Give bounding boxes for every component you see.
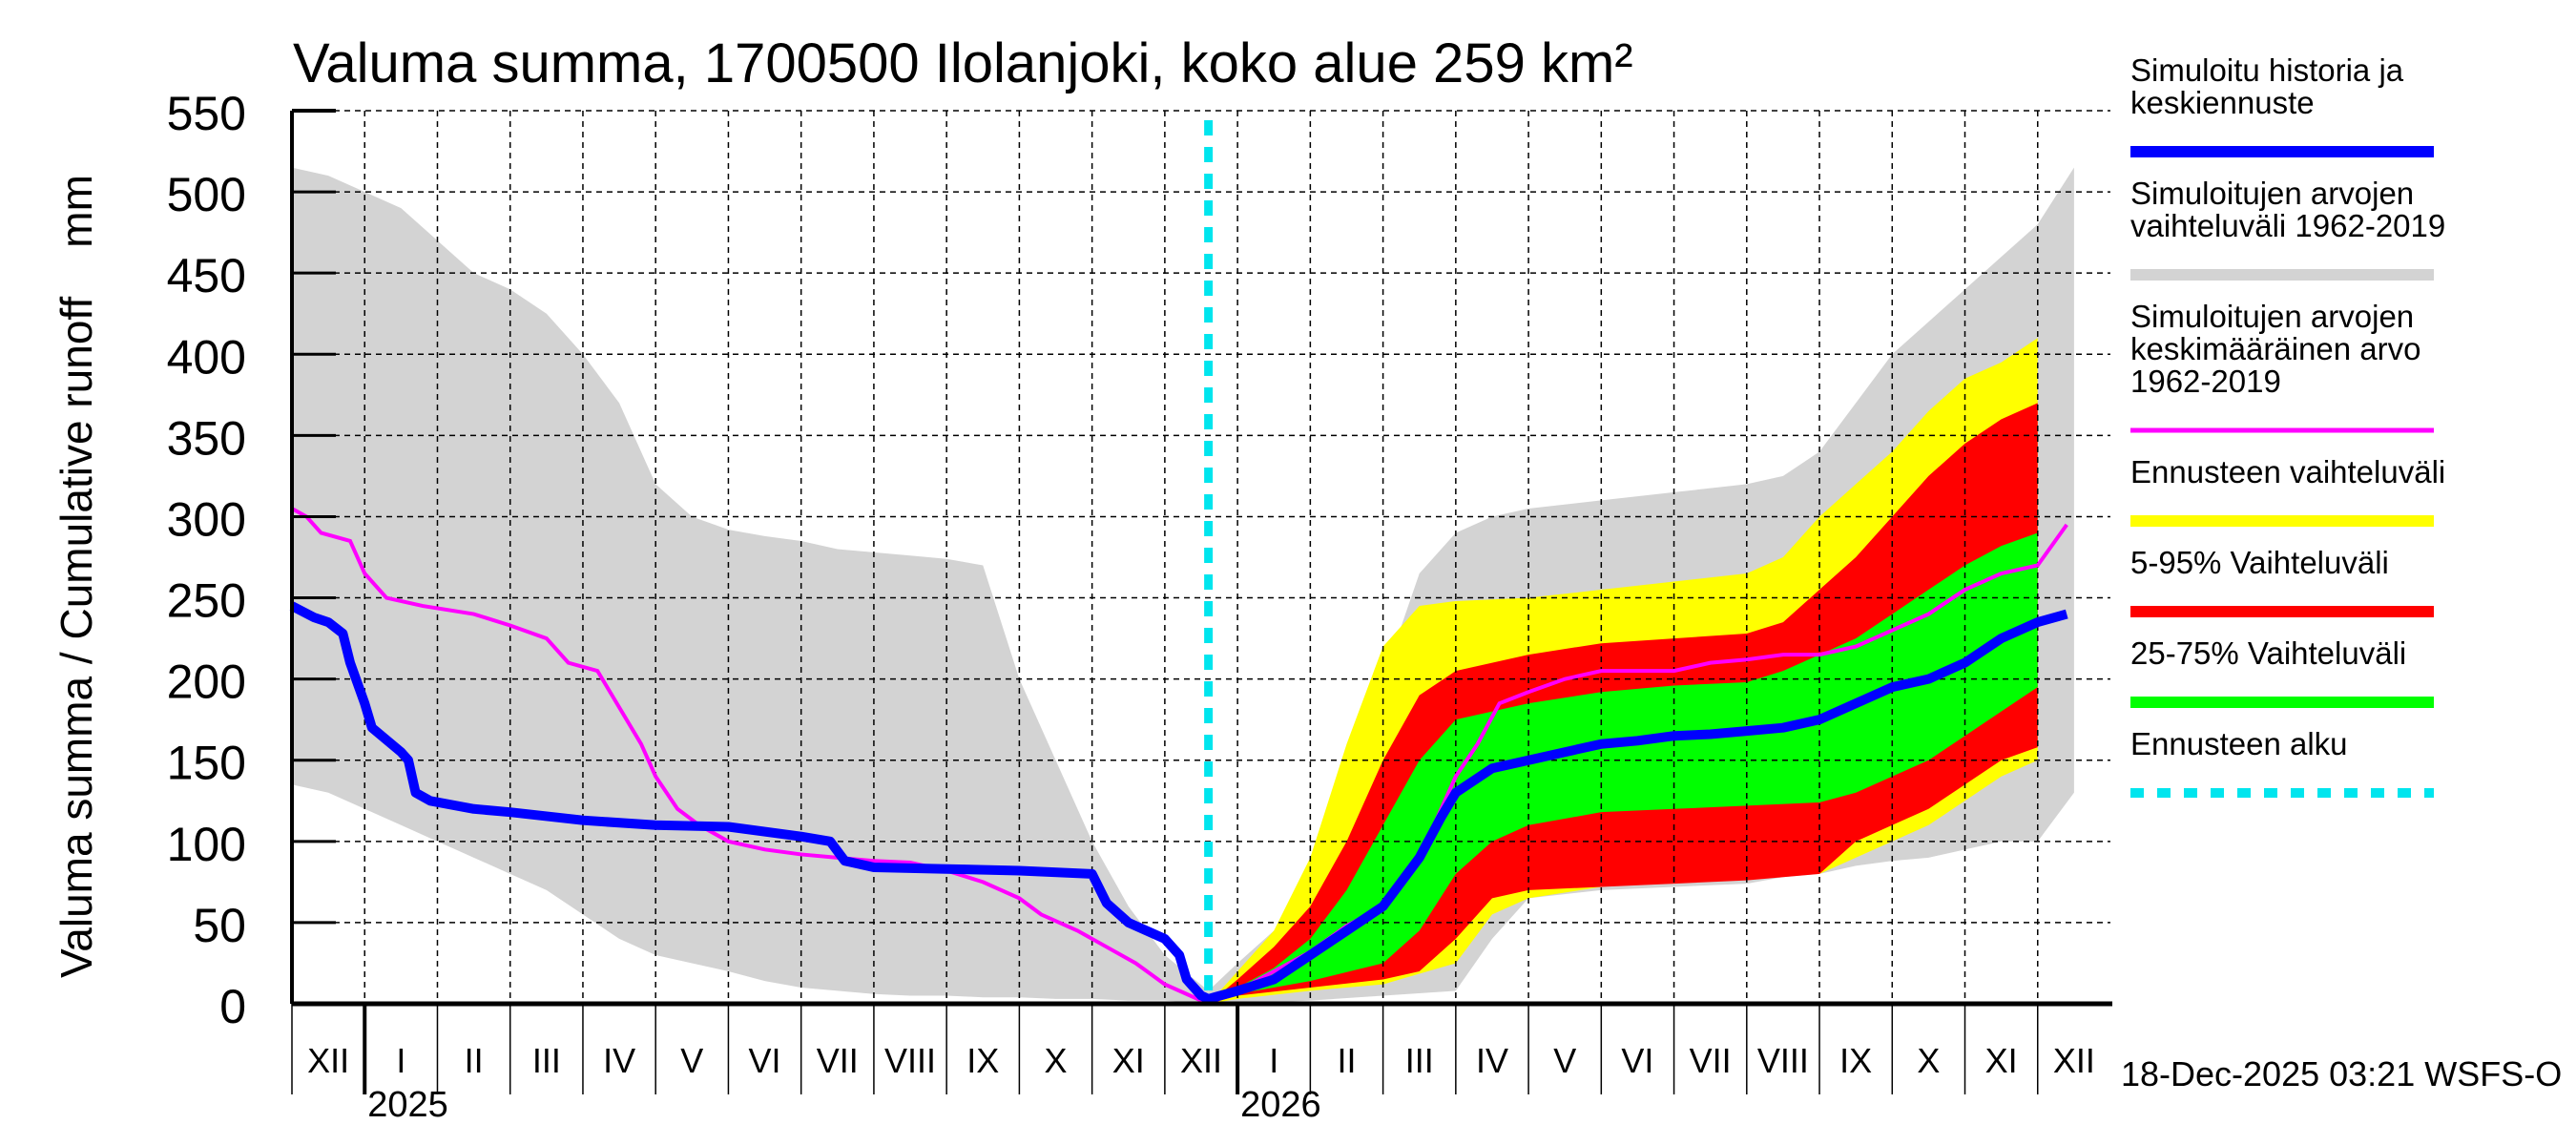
month-label: XI bbox=[1985, 1041, 2018, 1080]
month-label: XII bbox=[2053, 1041, 2095, 1080]
legend-label: Simuloitujen arvojen bbox=[2130, 299, 2414, 334]
legend-label: Simuloitu historia ja bbox=[2130, 52, 2404, 88]
month-label: X bbox=[1045, 1041, 1068, 1080]
month-label: II bbox=[465, 1041, 484, 1080]
y-tick-label: 200 bbox=[167, 656, 246, 709]
history-forecast-line bbox=[289, 601, 2068, 1004]
month-label: III bbox=[1405, 1041, 1434, 1080]
month-label: XII bbox=[1180, 1041, 1222, 1080]
year-label: 2026 bbox=[1240, 1085, 1321, 1125]
legend-label: Simuloitujen arvojen bbox=[2130, 176, 2414, 211]
month-label: X bbox=[1917, 1041, 1940, 1080]
lines-layer bbox=[289, 120, 2068, 1007]
month-label: VIII bbox=[884, 1041, 936, 1080]
y-tick-label: 0 bbox=[219, 980, 246, 1033]
month-label: XI bbox=[1112, 1041, 1145, 1080]
hist-mean-line bbox=[291, 507, 2068, 1007]
y-tick-label: 300 bbox=[167, 492, 246, 546]
legend-label: 25-75% Vaihteluväli bbox=[2130, 635, 2406, 671]
month-label: IX bbox=[966, 1041, 999, 1080]
legend-label: 5-95% Vaihteluväli bbox=[2130, 545, 2389, 580]
month-label: I bbox=[1269, 1041, 1278, 1080]
month-label: IV bbox=[603, 1041, 635, 1080]
y-tick-label: 550 bbox=[167, 87, 246, 140]
month-label: V bbox=[680, 1041, 703, 1080]
year-label: 2025 bbox=[367, 1085, 448, 1125]
grid-layer bbox=[292, 110, 2110, 1004]
y-tick-label: 350 bbox=[167, 411, 246, 465]
legend-label: 1962-2019 bbox=[2130, 364, 2281, 399]
month-label: XII bbox=[307, 1041, 349, 1080]
month-label: IX bbox=[1839, 1041, 1872, 1080]
legend-label: vaihteluväli 1962-2019 bbox=[2130, 208, 2445, 243]
bands-layer bbox=[292, 167, 2074, 1005]
month-label: I bbox=[396, 1041, 405, 1080]
month-label: VI bbox=[1621, 1041, 1653, 1080]
month-label: VII bbox=[817, 1041, 859, 1080]
y-axis-label: Valuma summa / Cumulative runoff mm bbox=[52, 175, 101, 978]
month-label: V bbox=[1553, 1041, 1576, 1080]
month-label: IV bbox=[1476, 1041, 1508, 1080]
legend-label: keskiennuste bbox=[2130, 85, 2315, 120]
legend-label: keskimääräinen arvo bbox=[2130, 331, 2420, 366]
hist-range-band bbox=[292, 167, 1209, 1005]
month-label: VII bbox=[1690, 1041, 1732, 1080]
legend-label: Ennusteen alku bbox=[2130, 726, 2348, 761]
month-label: III bbox=[532, 1041, 561, 1080]
timestamp: 18-Dec-2025 03:21 WSFS-O bbox=[2121, 1054, 2562, 1093]
y-tick-label: 450 bbox=[167, 249, 246, 302]
y-tick-label: 500 bbox=[167, 168, 246, 221]
month-label: VIII bbox=[1757, 1041, 1809, 1080]
y-tick-label: 250 bbox=[167, 574, 246, 628]
month-label: II bbox=[1337, 1041, 1356, 1080]
y-tick-label: 100 bbox=[167, 818, 246, 871]
chart-title: Valuma summa, 1700500 Ilolanjoki, koko a… bbox=[293, 32, 1633, 94]
y-tick-label: 400 bbox=[167, 330, 246, 384]
y-tick-label: 150 bbox=[167, 737, 246, 790]
y-tick-label: 50 bbox=[193, 899, 246, 952]
month-label: VI bbox=[749, 1041, 781, 1080]
legend-label: Ennusteen vaihteluväli bbox=[2130, 454, 2445, 489]
